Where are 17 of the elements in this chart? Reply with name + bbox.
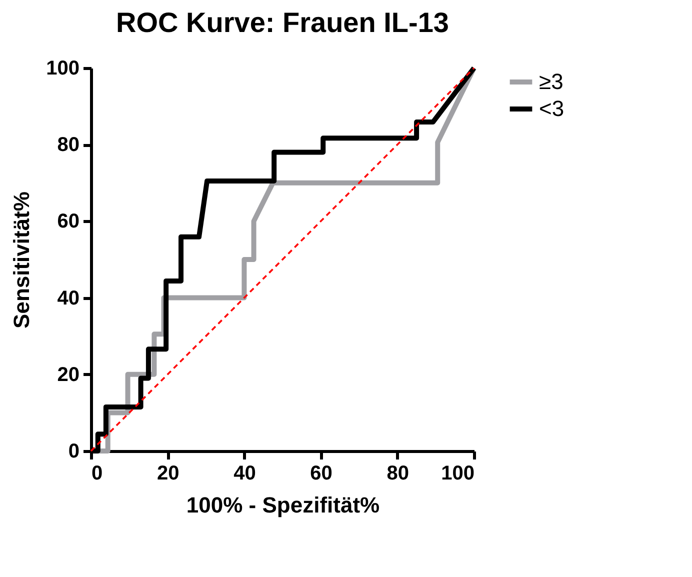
y-tick-label: 80 bbox=[57, 134, 80, 156]
y-tick-label: 60 bbox=[57, 210, 80, 233]
y-tick-label: 40 bbox=[57, 287, 80, 310]
x-tick-label: 20 bbox=[156, 462, 180, 484]
x-tick-label: 100 bbox=[441, 462, 474, 484]
y-tick-label: 0 bbox=[68, 440, 80, 462]
x-tick-label: 60 bbox=[310, 462, 332, 484]
x-tick-label: 0 bbox=[92, 462, 103, 484]
y-tick-label: 100 bbox=[46, 58, 80, 80]
y-axis-title: Sensitivität% bbox=[9, 192, 34, 328]
chart-title: ROC Kurve: Frauen IL-13 bbox=[116, 7, 449, 38]
x-axis-title: 100% - Spezifität% bbox=[186, 492, 380, 518]
x-tick-label: 80 bbox=[386, 462, 410, 484]
legend-label: <3 bbox=[539, 96, 564, 121]
legend-label: ≥3 bbox=[539, 69, 564, 94]
y-tick-label: 20 bbox=[57, 364, 80, 386]
x-tick-label: 40 bbox=[234, 462, 256, 484]
